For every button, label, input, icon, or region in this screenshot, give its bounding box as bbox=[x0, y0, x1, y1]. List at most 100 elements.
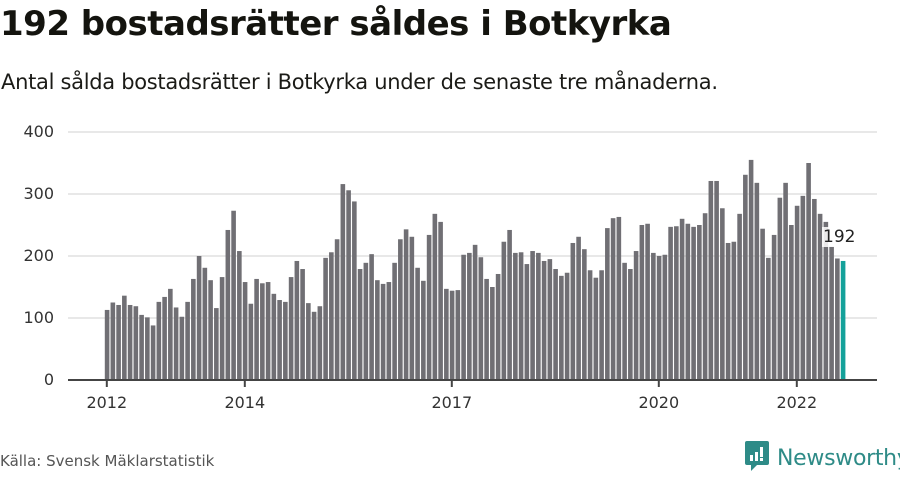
bar bbox=[438, 221, 443, 380]
newsworthy-logo[interactable]: Newsworthy bbox=[745, 441, 900, 475]
bar-chart-speech-bubble-icon bbox=[745, 441, 769, 475]
bar bbox=[478, 257, 484, 380]
bar bbox=[570, 242, 576, 380]
bar bbox=[835, 258, 840, 380]
bar bbox=[306, 303, 311, 380]
bar bbox=[421, 280, 426, 380]
bar bbox=[777, 197, 783, 380]
bar bbox=[501, 241, 507, 380]
bar bbox=[559, 275, 564, 380]
y-tick-label: 300 bbox=[23, 184, 54, 203]
bar bbox=[656, 256, 662, 380]
bar bbox=[294, 260, 300, 380]
bar bbox=[743, 174, 748, 380]
bar bbox=[789, 225, 794, 380]
bar bbox=[300, 269, 305, 380]
chart-title: 192 bostadsrätter såldes i Botkyrka bbox=[0, 4, 672, 44]
bar bbox=[806, 163, 811, 380]
bar bbox=[455, 290, 461, 380]
bar bbox=[352, 201, 357, 380]
bar bbox=[685, 223, 691, 380]
bar bbox=[317, 306, 323, 380]
bar bbox=[645, 223, 650, 380]
bar bbox=[651, 252, 656, 380]
y-tick-label: 200 bbox=[23, 246, 54, 265]
bar bbox=[110, 302, 116, 380]
bar bbox=[179, 316, 185, 380]
bar bbox=[725, 242, 731, 380]
bar bbox=[783, 182, 788, 380]
bar bbox=[145, 317, 150, 380]
bar bbox=[536, 252, 541, 380]
bar bbox=[593, 277, 599, 380]
x-tick-label: 2020 bbox=[638, 393, 680, 412]
bar bbox=[731, 241, 737, 380]
bar bbox=[426, 234, 432, 380]
chart-subtitle: Antal sålda bostadsrätter i Botkyrka und… bbox=[1, 70, 718, 94]
bar bbox=[185, 301, 190, 380]
bar bbox=[340, 184, 346, 380]
bar bbox=[265, 282, 271, 380]
bar bbox=[495, 273, 501, 380]
bar bbox=[398, 239, 403, 380]
bar bbox=[599, 270, 604, 380]
bar bbox=[662, 254, 668, 380]
bar bbox=[461, 254, 466, 380]
bar bbox=[541, 260, 547, 380]
bar bbox=[260, 283, 265, 380]
bar bbox=[363, 262, 369, 380]
bar bbox=[748, 159, 754, 380]
bar bbox=[639, 225, 645, 380]
bar bbox=[409, 236, 415, 380]
bar bbox=[467, 252, 472, 380]
bar bbox=[507, 229, 512, 380]
bar bbox=[674, 226, 679, 380]
y-tick-label: 100 bbox=[23, 308, 54, 327]
bar bbox=[708, 180, 714, 380]
bar bbox=[668, 226, 673, 380]
bar bbox=[628, 269, 633, 380]
bar bbox=[173, 307, 179, 380]
bar bbox=[794, 205, 800, 380]
source-credit: Källa: Svensk Mäklarstatistik bbox=[0, 452, 215, 470]
bar bbox=[714, 180, 719, 380]
bar bbox=[248, 303, 254, 380]
bar bbox=[564, 272, 570, 380]
bar bbox=[605, 228, 610, 380]
bar bbox=[237, 251, 242, 380]
bar bbox=[288, 277, 294, 380]
bar bbox=[392, 262, 397, 380]
bar bbox=[202, 267, 208, 380]
bar bbox=[271, 293, 277, 380]
x-tick-label: 2022 bbox=[776, 393, 818, 412]
bar bbox=[754, 182, 760, 380]
bar bbox=[225, 229, 231, 380]
bar bbox=[702, 213, 708, 380]
bar bbox=[610, 218, 616, 380]
bar bbox=[679, 218, 685, 380]
bar bbox=[369, 254, 374, 380]
bar bbox=[375, 280, 380, 380]
brand-name: Newsworthy bbox=[777, 445, 900, 471]
bar bbox=[472, 244, 478, 380]
bar bbox=[283, 301, 288, 380]
bar bbox=[208, 280, 213, 380]
bar bbox=[530, 251, 535, 380]
bar bbox=[346, 190, 351, 380]
bar bbox=[403, 229, 409, 380]
bar bbox=[633, 251, 639, 380]
bar bbox=[812, 198, 817, 380]
bar bbox=[311, 311, 317, 380]
bar bbox=[817, 213, 823, 380]
bar bbox=[329, 252, 334, 380]
x-tick-label: 2014 bbox=[224, 393, 266, 412]
bar bbox=[168, 288, 173, 380]
bar bbox=[357, 269, 363, 380]
bar bbox=[720, 208, 725, 380]
bar bbox=[386, 282, 392, 380]
bar bbox=[334, 239, 340, 380]
bar bbox=[156, 301, 162, 380]
bar bbox=[323, 257, 328, 380]
